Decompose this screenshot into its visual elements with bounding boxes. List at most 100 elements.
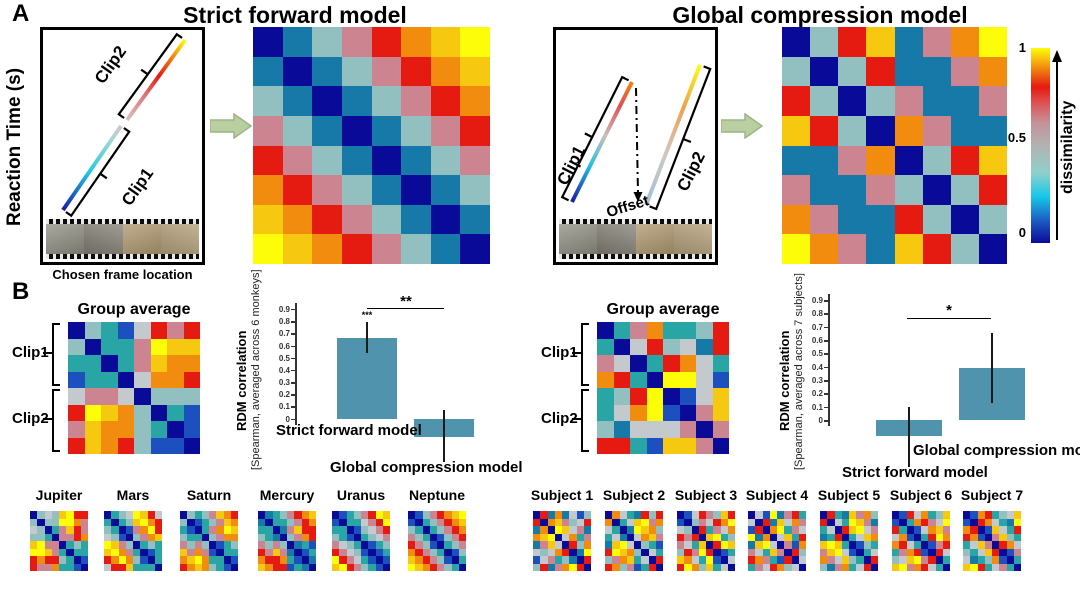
monkey-rdm-neptune: [408, 511, 466, 571]
clip1-bracket: [52, 323, 60, 386]
clip2-label: Clip2: [91, 42, 130, 87]
colorbar-tick-1: 1: [1018, 40, 1026, 55]
film-strip: [46, 219, 199, 259]
strict-model-title: Strict forward model: [183, 2, 407, 28]
monkeys-clip1-row-label: Clip1: [12, 344, 49, 361]
subjects-group-average-title: Group average: [606, 301, 720, 318]
clip1-bracket: [581, 323, 589, 386]
reaction-time-axis-label: Reaction Time (s): [4, 67, 25, 227]
clip2-dash: [43, 418, 52, 420]
monkey-rdm-jupiter: [30, 511, 88, 571]
subject-rdm-5: [820, 511, 878, 571]
monkeys-chart-ylabel-sub: [Spearman, averaged across 6 monkeys]: [250, 269, 262, 470]
monkey-name: Mars: [116, 487, 150, 503]
global-model-rdm-matrix: [782, 27, 1007, 264]
film-strip: [559, 219, 712, 259]
monkey-name: Jupiter: [35, 487, 83, 503]
monkeys-clip2-row-label: Clip2: [12, 410, 49, 427]
subjects-bar-chart: 0.9 0.8 0.7 0.6 0.5 0.4 0.3 0.2 0.1 0: [800, 292, 1050, 492]
clip1-gradient-line: [570, 81, 634, 203]
clip1-label: Clip1: [118, 164, 157, 209]
clip2-label: Clip2: [673, 149, 709, 195]
subject-rdm-6: [892, 511, 950, 571]
monkeys-significance-stars: **: [400, 293, 412, 310]
monkey-name: Neptune: [409, 487, 465, 503]
monkey-rdm-saturn: [180, 511, 238, 571]
subjects-group-average-matrix: [597, 322, 729, 454]
clip2-bracket: [581, 389, 589, 452]
subjects-chart-ylabel: RDM correlation: [777, 330, 792, 432]
strict-model-rdm-matrix: [253, 27, 490, 264]
clip1-gradient-line: [61, 124, 123, 212]
arrow-right-icon: [210, 113, 252, 139]
clip2-bracket: [52, 389, 60, 452]
monkey-name: Uranus: [336, 487, 386, 503]
clip1-bracket: [560, 75, 630, 202]
film-sprockets-top: [559, 219, 712, 224]
subject-rdm-2: [605, 511, 663, 571]
global-model-diagram-box: Clip1 Clip2 Offset: [553, 27, 718, 265]
film-frames: [46, 224, 199, 254]
monkey-name: Saturn: [186, 487, 232, 503]
clip1-bracket-tick: [584, 132, 593, 139]
colorbar-label: dissimilarity: [1059, 100, 1076, 195]
film-frame-4: [673, 224, 712, 254]
monkeys-group-average-matrix: [68, 322, 200, 454]
colorbar-arrow-icon: [1052, 50, 1062, 240]
chosen-frame-caption: Chosen frame location: [52, 267, 193, 282]
panel-a-label: A: [12, 0, 30, 27]
strict-model-diagram: Clip1 Clip2: [61, 32, 187, 218]
film-sprockets-bottom: [559, 254, 712, 259]
clip2-dash: [572, 418, 581, 420]
panel-b-label: B: [12, 278, 30, 305]
film-frame-4: [160, 224, 199, 254]
arrow-right-icon: [721, 113, 763, 139]
subject-name: Subject 2: [602, 487, 666, 503]
monkeys-bar1-stars: ***: [361, 310, 373, 320]
subjects-bar1-label: Strict forward model: [842, 464, 988, 481]
clip2-bracket-tick: [140, 68, 149, 76]
subject-name: Subject 7: [960, 487, 1024, 503]
offset-arrowhead-icon: [633, 192, 643, 202]
film-frame-3: [635, 224, 674, 254]
subject-name: Subject 3: [674, 487, 738, 503]
subjects-clip2-row-label: Clip2: [541, 410, 578, 427]
film-frame-2: [597, 224, 636, 254]
subjects-significance-stars: *: [946, 302, 952, 319]
film-sprockets-top: [46, 219, 199, 224]
offset-arrow-line: [635, 87, 639, 195]
subject-name: Subject 6: [889, 487, 953, 503]
monkeys-group-average-title: Group average: [77, 301, 191, 318]
monkey-name: Mercury: [259, 487, 315, 503]
global-model-diagram: Clip1 Clip2 Offset: [553, 64, 712, 221]
colorbar-tick-05: 0.5: [1007, 130, 1026, 145]
clip1-dash: [572, 352, 581, 354]
monkey-rdm-mercury: [258, 511, 316, 571]
subject-rdm-7: [963, 511, 1021, 571]
film-frame-1: [46, 224, 85, 254]
clip2-gradient-line: [644, 64, 702, 206]
strict-model-diagram-box: Clip1 Clip2: [40, 27, 205, 265]
film-frame-3: [122, 224, 161, 254]
monkey-rdm-mars: [104, 511, 162, 571]
offset-label: Offset: [604, 192, 650, 220]
subjects-significance-line: [907, 318, 991, 319]
colorbar-tick-0: 0: [1018, 225, 1026, 240]
clip1-bracket-tick: [99, 172, 108, 180]
subjects-clip1-row-label: Clip1: [541, 344, 578, 361]
global-model-title: Global compression model: [672, 2, 968, 28]
film-frames: [559, 224, 712, 254]
film-sprockets-bottom: [46, 254, 199, 259]
monkeys-bar2-label: Global compression model: [330, 459, 523, 476]
subject-name: Subject 4: [745, 487, 809, 503]
monkeys-bar-chart: 0.9 0.8 0.7 0.6 0.5 0.4 0.3 0.2 0.1 0: [270, 295, 510, 480]
subject-rdm-3: [677, 511, 735, 571]
subject-name: Subject 1: [530, 487, 594, 503]
clip2-gradient-line: [125, 38, 187, 122]
clip2-bracket-tick: [682, 137, 692, 144]
clip1-bracket: [65, 127, 131, 218]
monkeys-significance-line: [367, 308, 444, 309]
subjects-bar2-label: Global compression model: [913, 442, 1080, 459]
clip2-bracket: [117, 32, 183, 119]
